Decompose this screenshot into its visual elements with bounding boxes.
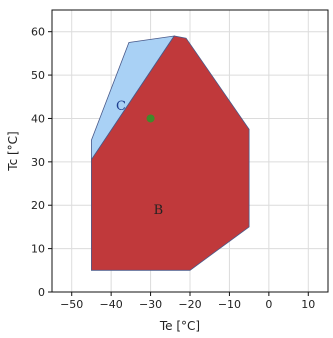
y-tick-label: 10 [31, 243, 45, 256]
y-tick-label: 30 [31, 156, 45, 169]
x-tick-label: −40 [100, 298, 123, 311]
y-axis-title: Tc [°C] [6, 131, 20, 171]
regions [91, 35, 250, 271]
x-tick-label: −30 [139, 298, 162, 311]
axis-ticks: −50 −40 −30 −20 −10 0 10 0 10 20 30 40 50 60 [31, 26, 315, 311]
region-B [91, 35, 250, 271]
region-label-C: C [116, 99, 126, 114]
y-tick-label: 60 [31, 26, 45, 39]
y-tick-label: 40 [31, 112, 45, 125]
region-label-B: B [154, 203, 164, 218]
y-tick-label: 0 [38, 286, 45, 299]
data-point [146, 114, 155, 123]
x-tick-label: 10 [301, 298, 315, 311]
data-points [146, 114, 155, 123]
region-labels: CB [116, 99, 163, 218]
x-axis-title: Te [°C] [159, 319, 200, 333]
y-tick-label: 20 [31, 199, 45, 212]
x-tick-label: −20 [178, 298, 201, 311]
x-tick-label: −50 [60, 298, 83, 311]
x-tick-label: −10 [218, 298, 241, 311]
y-tick-label: 50 [31, 69, 45, 82]
x-tick-label: 0 [265, 298, 272, 311]
